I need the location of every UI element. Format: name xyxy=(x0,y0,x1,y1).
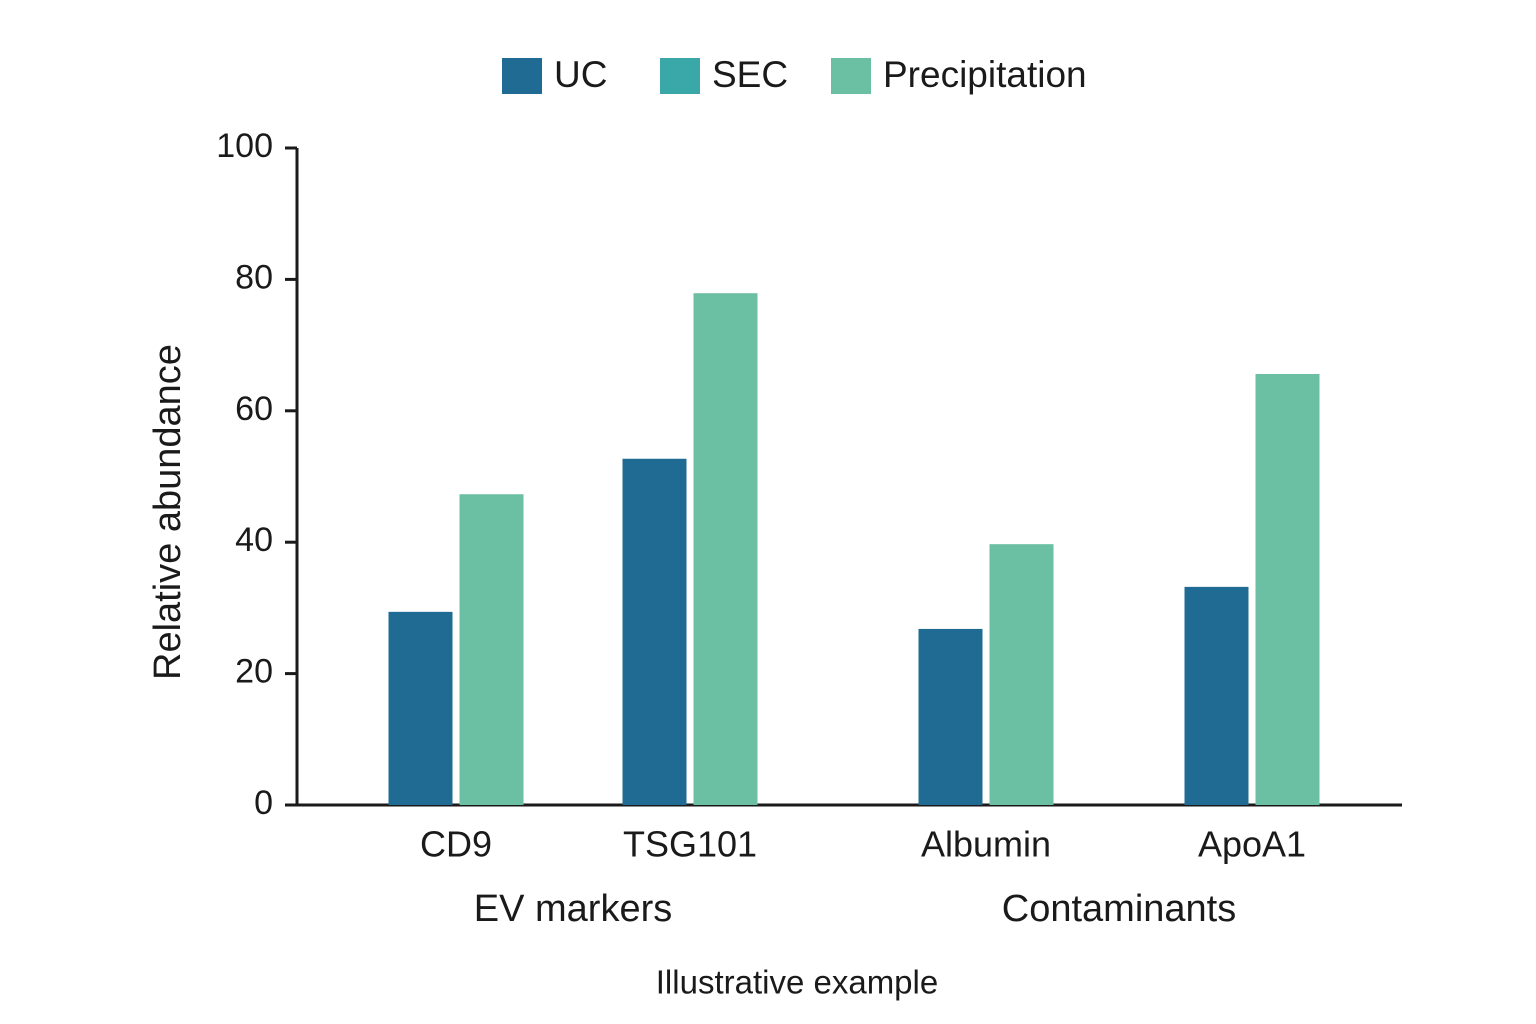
bar xyxy=(622,458,687,805)
bar xyxy=(918,628,983,805)
y-tick-label: 40 xyxy=(235,521,273,559)
bar xyxy=(693,293,758,805)
legend-swatch xyxy=(660,58,700,94)
y-tick-label: 20 xyxy=(235,653,273,691)
bar xyxy=(1184,586,1249,805)
bar xyxy=(1255,374,1320,805)
legend-swatch xyxy=(831,58,871,94)
y-tick-label: 60 xyxy=(235,390,273,428)
group-label: Contaminants xyxy=(1002,888,1236,930)
note: Illustrative example xyxy=(656,964,938,1001)
y-tick-label: 0 xyxy=(254,784,273,822)
bar xyxy=(459,494,524,805)
legend-label: Precipitation xyxy=(883,54,1087,95)
legend-swatch xyxy=(502,58,542,94)
bar xyxy=(989,544,1054,805)
x-tick-label: Albumin xyxy=(921,824,1051,865)
x-tick-label: TSG101 xyxy=(623,824,757,865)
x-tick-label: ApoA1 xyxy=(1198,824,1306,865)
y-tick-label: 80 xyxy=(235,258,273,296)
y-axis-label: Relative abundance xyxy=(147,344,189,680)
x-tick-label: CD9 xyxy=(420,824,492,865)
legend-label: UC xyxy=(554,54,607,95)
bar xyxy=(388,611,453,805)
legend-label: SEC xyxy=(712,54,788,95)
y-tick-label: 100 xyxy=(216,127,273,165)
group-label: EV markers xyxy=(474,888,672,930)
